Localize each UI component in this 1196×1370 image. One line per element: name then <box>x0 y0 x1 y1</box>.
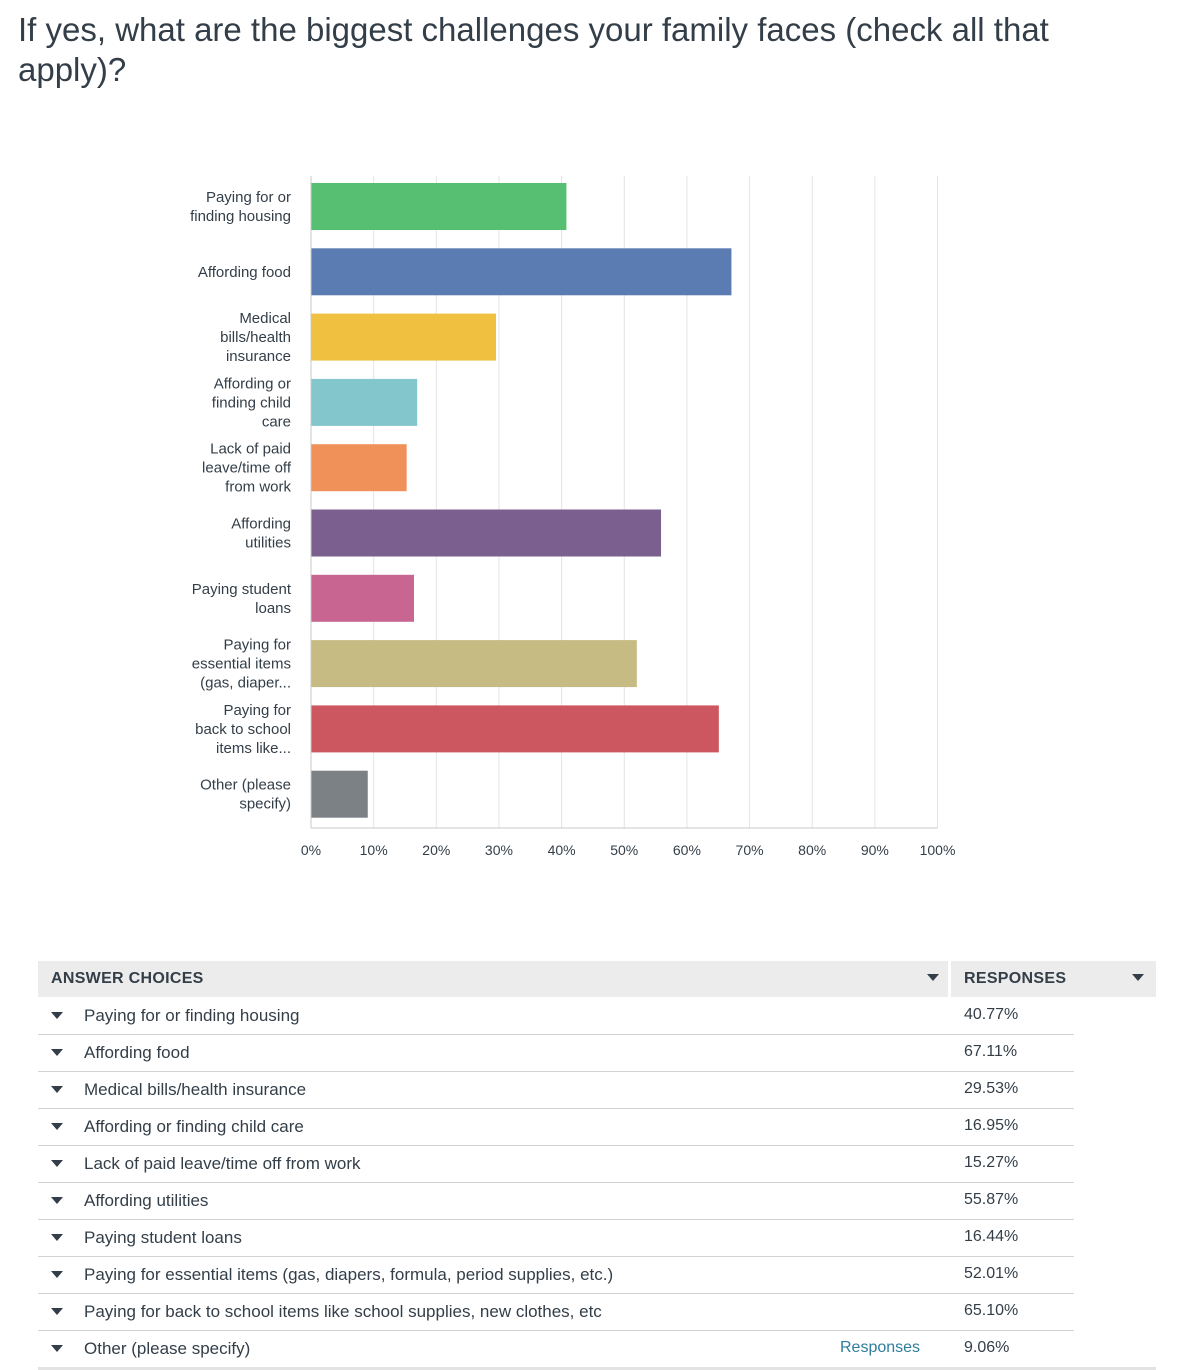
category-label: Paying student loans <box>192 581 292 617</box>
bar <box>311 640 637 688</box>
answer-choice-label: Paying for back to school items like sch… <box>84 1302 602 1321</box>
table-row: Affording utilities 55.87% <box>38 1182 1074 1220</box>
expand-row-caret-icon[interactable] <box>51 1197 63 1204</box>
expand-row-caret-icon[interactable] <box>51 1012 63 1019</box>
table-row: Paying for back to school items like sch… <box>38 1293 1074 1331</box>
table-row: Affording food 67.11% <box>38 1034 1074 1072</box>
answer-choices-header-label: ANSWER CHOICES <box>51 970 204 987</box>
x-tick-label: 90% <box>861 842 889 858</box>
expand-row-caret-icon[interactable] <box>51 1160 63 1167</box>
expand-row-caret-icon[interactable] <box>51 1086 63 1093</box>
bar <box>311 574 414 622</box>
x-tick-label: 30% <box>485 842 513 858</box>
x-tick-label: 10% <box>360 842 388 858</box>
expand-row-caret-icon[interactable] <box>51 1123 63 1130</box>
responses-header[interactable]: RESPONSES <box>951 961 1156 997</box>
answer-choice-label: Paying student loans <box>84 1228 242 1247</box>
answer-choice-label: Other (please specify) <box>84 1339 251 1358</box>
answer-choice-label: Paying for or finding housing <box>84 1006 300 1025</box>
x-tick-label: 100% <box>920 842 956 858</box>
x-tick-label: 80% <box>798 842 826 858</box>
table-row: Lack of paid leave/time off from work 15.… <box>38 1145 1074 1183</box>
x-tick-label: 70% <box>736 842 764 858</box>
category-label: Paying for back to school items like... <box>195 702 291 757</box>
responses-header-label: RESPONSES <box>964 970 1067 987</box>
x-tick-label: 0% <box>301 842 321 858</box>
response-percent: 15.27% <box>964 1154 1019 1171</box>
category-label: Affording utilities <box>231 516 291 552</box>
category-label: Medical bills/health insurance <box>220 310 291 365</box>
response-percent: 67.11% <box>964 1043 1018 1060</box>
bar <box>311 378 418 426</box>
x-tick-label: 50% <box>610 842 638 858</box>
expand-row-caret-icon[interactable] <box>51 1271 63 1278</box>
response-percent: 65.10% <box>964 1302 1019 1319</box>
bar <box>311 248 732 296</box>
response-percent: 16.95% <box>964 1117 1019 1134</box>
response-percent: 40.77% <box>964 1006 1019 1023</box>
bar <box>311 509 662 557</box>
table-row: Other (please specify) Responses 9.06% <box>38 1330 1074 1368</box>
answer-choice-label: Affording utilities <box>84 1191 209 1210</box>
table-row: Medical bills/health insurance 29.53% <box>38 1071 1074 1109</box>
sort-responses-caret-icon[interactable] <box>1132 974 1144 981</box>
answer-choice-label: Paying for essential items (gas, diapers… <box>84 1265 614 1284</box>
response-percent: 52.01% <box>964 1265 1019 1282</box>
sort-choices-caret-icon[interactable] <box>927 974 939 981</box>
x-tick-label: 60% <box>673 842 701 858</box>
response-percent: 16.44% <box>964 1228 1019 1245</box>
response-percent: 9.06% <box>964 1339 1010 1356</box>
answer-choice-label: Medical bills/health insurance <box>84 1080 307 1099</box>
table-row: Paying student loans 16.44% <box>38 1219 1074 1257</box>
responses-link[interactable]: Responses <box>840 1339 921 1356</box>
bar <box>311 705 719 753</box>
category-label: Lack of paid leave/time off from work <box>202 441 292 496</box>
x-tick-label: 20% <box>422 842 450 858</box>
table-bottom-border <box>38 1367 1156 1370</box>
x-tick-label: 40% <box>548 842 576 858</box>
bar <box>311 183 567 230</box>
expand-row-caret-icon[interactable] <box>51 1049 63 1056</box>
category-label: Other (please specify) <box>200 777 291 813</box>
table-row: Affording or finding child care 16.95% <box>38 1108 1074 1146</box>
question-title: If yes, what are the biggest challenges … <box>18 11 1049 88</box>
answer-choice-label: Affording or finding child care <box>84 1117 304 1136</box>
answer-choice-label: Affording food <box>84 1043 190 1062</box>
expand-row-caret-icon[interactable] <box>51 1234 63 1241</box>
expand-row-caret-icon[interactable] <box>51 1308 63 1315</box>
bar <box>311 770 368 818</box>
bar <box>311 444 407 492</box>
category-label: Paying for or finding housing <box>190 189 291 225</box>
response-percent: 55.87% <box>964 1191 1019 1208</box>
table-row: Paying for essential items (gas, diapers… <box>38 1256 1074 1294</box>
category-label: Affording food <box>198 264 291 281</box>
table-row: Paying for or finding housing 40.77% <box>38 997 1074 1035</box>
category-label: Paying for essential items (gas, diaper... <box>192 637 291 692</box>
answer-choice-label: Lack of paid leave/time off from work <box>84 1154 361 1173</box>
expand-row-caret-icon[interactable] <box>51 1345 63 1352</box>
bar <box>311 313 497 361</box>
category-label: Affording or finding child care <box>212 375 291 430</box>
answer-choices-header[interactable]: ANSWER CHOICES <box>38 961 948 997</box>
bar-chart: Paying for or finding housing Affording fo… <box>190 176 956 858</box>
response-percent: 29.53% <box>964 1080 1019 1097</box>
